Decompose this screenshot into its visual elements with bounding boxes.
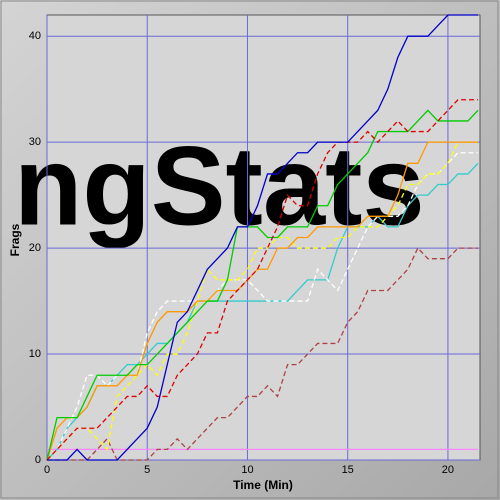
- y-tick-label: 30: [29, 136, 41, 148]
- plot-area: [46, 14, 481, 461]
- y-axis-title: Frags: [8, 223, 22, 256]
- series-line: [46, 109, 479, 461]
- x-axis-title: Time (Min): [233, 478, 293, 492]
- series-line: [47, 14, 478, 461]
- series-line: [47, 246, 478, 461]
- y-tick-label: 10: [29, 348, 41, 360]
- x-tick-label: 15: [342, 464, 354, 476]
- series-line: [46, 141, 478, 461]
- series-line: [46, 99, 478, 461]
- series-line: [46, 152, 478, 461]
- series-line: [46, 162, 479, 461]
- x-tick-label: 5: [144, 464, 150, 476]
- x-tick-label: 20: [442, 464, 454, 476]
- x-tick-label: 0: [44, 464, 50, 476]
- y-tick-label: 0: [35, 454, 41, 466]
- y-tick-label: 20: [29, 242, 41, 254]
- y-tick-label: 40: [29, 30, 41, 42]
- series-line: [46, 141, 478, 461]
- x-tick-label: 10: [241, 464, 253, 476]
